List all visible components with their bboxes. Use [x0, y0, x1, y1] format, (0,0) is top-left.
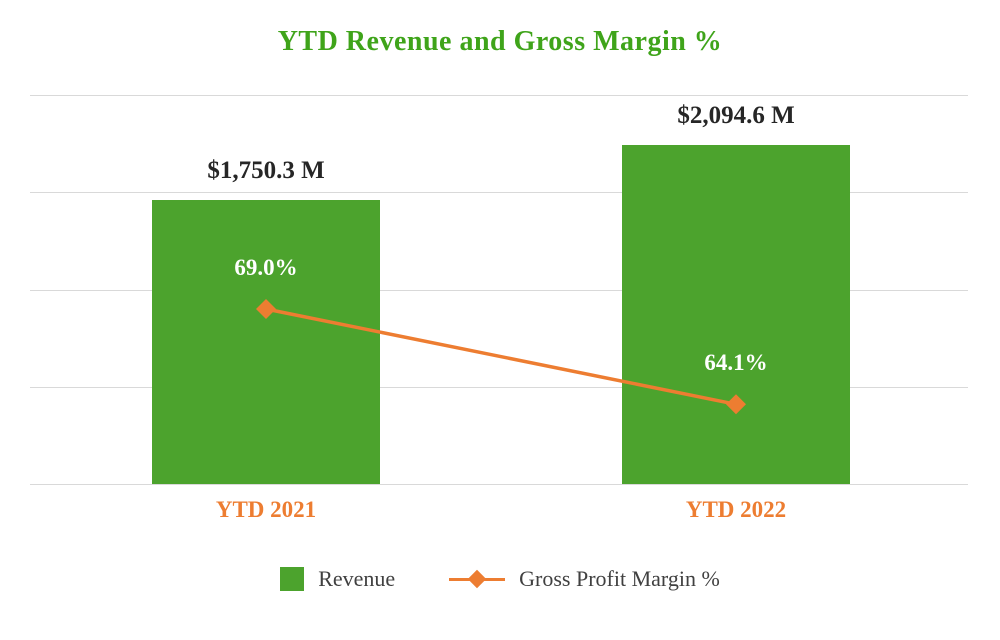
- revenue-legend-label: Revenue: [318, 566, 396, 591]
- margin-legend-label: Gross Profit Margin %: [519, 566, 720, 591]
- plot-area: $1,750.3 M $2,094.6 M 69.0% 64.1%: [30, 95, 968, 485]
- x-axis-label-2021: YTD 2021: [215, 497, 317, 522]
- gross-margin-line-layer: [256, 299, 746, 415]
- gridline: [30, 387, 968, 388]
- gridline: [30, 192, 968, 193]
- legend: Revenue Gross Profit Margin %: [0, 566, 1000, 592]
- x-axis-label-2022: YTD 2022: [685, 497, 787, 522]
- chart-title: YTD Revenue and Gross Margin %: [277, 26, 723, 57]
- diamond-marker-2021: [256, 299, 276, 319]
- revenue-legend-swatch-icon: [280, 567, 305, 591]
- gridline: [30, 290, 968, 291]
- revenue-value-label-2021: $1,750.3 M: [207, 157, 325, 185]
- margin-legend-marker-icon: [449, 569, 506, 589]
- gridline: [30, 95, 968, 96]
- margin-value-label-2021: 69.0%: [234, 255, 298, 280]
- revenue-bar-2021: [152, 200, 380, 484]
- revenue-value-label-2022: $2,094.6 M: [677, 101, 795, 129]
- margin-value-label-2022: 64.1%: [704, 350, 768, 376]
- revenue-bar-2022: [622, 144, 850, 484]
- diamond-icon: [467, 569, 487, 589]
- gridline: [30, 484, 968, 485]
- gross-margin-line: [264, 307, 738, 407]
- diamond-marker-2022: [726, 394, 746, 415]
